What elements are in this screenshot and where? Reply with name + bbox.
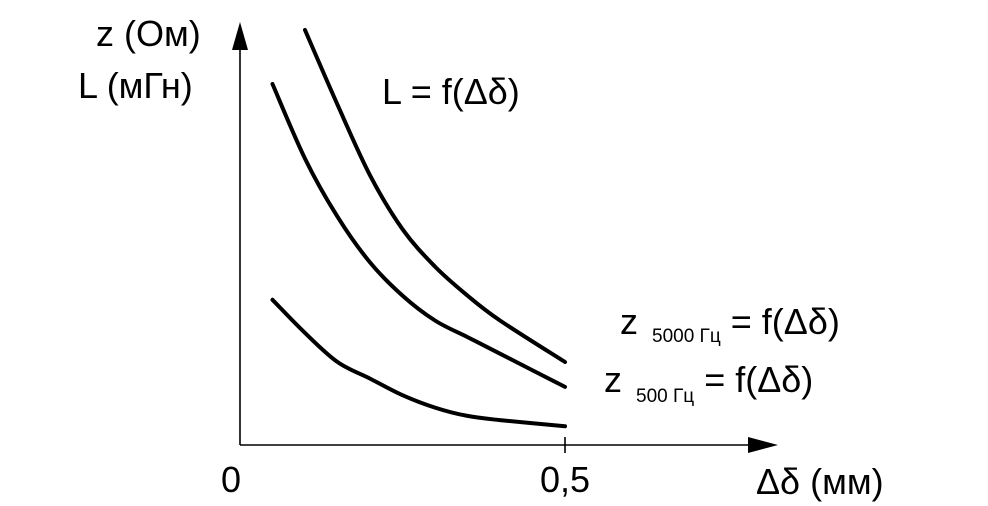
series-curves (270, 28, 567, 429)
y-axis-label-line-1: z (Ом) (96, 13, 201, 54)
series-label-z5000: z 5000 Гц = f(Δδ) (620, 301, 840, 350)
series-label-z500-sub: 500 Гц (636, 386, 694, 407)
series-label-z5000-rest: = f(Δδ) (731, 301, 840, 342)
series-line-z500 (270, 297, 567, 429)
y-axis-label-line-2: L (мГн) (78, 65, 193, 106)
series-label-z500-main: z (604, 359, 622, 400)
x-ticks: 0 0,5 (221, 437, 590, 500)
x-tick-label-1: 0,5 (540, 459, 590, 500)
series-line-L (303, 28, 567, 364)
y-axis-arrow (232, 22, 248, 50)
series-label-L: L = f(Δδ) (382, 71, 520, 112)
series-label-z500: z 500 Гц = f(Δδ) (604, 359, 813, 410)
x-axis-arrow (748, 437, 778, 453)
x-axis-label: Δδ (мм) (756, 461, 884, 502)
series-label-z500-rest: = f(Δδ) (704, 359, 813, 400)
series-label-z5000-main: z (620, 301, 638, 342)
series-line-z5000 (270, 82, 567, 389)
x-tick-label-0: 0 (221, 459, 241, 500)
series-label-z5000-sub: 5000 Гц (652, 326, 721, 347)
